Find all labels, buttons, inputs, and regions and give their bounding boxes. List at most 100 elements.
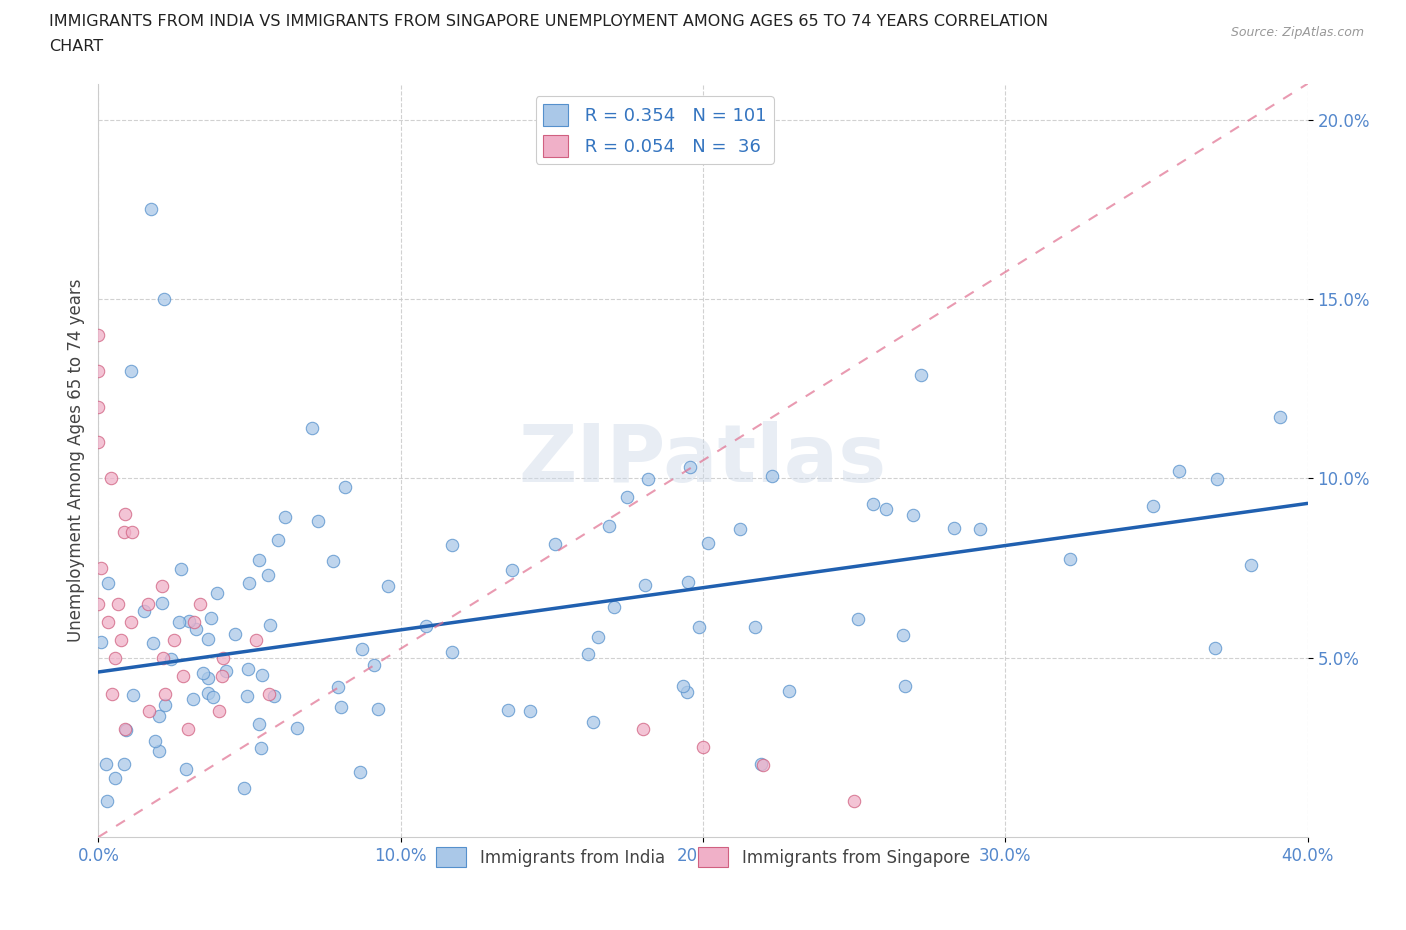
- Point: [943, 521, 966, 536]
- Point: [169, 615, 191, 630]
- Point: [103, 770, 125, 785]
- Point: [122, 687, 145, 702]
- Point: [197, 671, 219, 685]
- Point: [143, 734, 166, 749]
- Point: [208, 704, 231, 719]
- Point: [519, 704, 541, 719]
- Point: [114, 722, 136, 737]
- Point: [148, 743, 170, 758]
- Point: [415, 618, 437, 633]
- Point: [257, 686, 280, 701]
- Point: [250, 741, 273, 756]
- Point: [97, 615, 120, 630]
- Point: [263, 688, 285, 703]
- Text: Source: ZipAtlas.com: Source: ZipAtlas.com: [1230, 26, 1364, 39]
- Point: [188, 596, 211, 611]
- Point: [616, 489, 638, 504]
- Point: [121, 525, 143, 539]
- Point: [367, 701, 389, 716]
- Point: [893, 679, 915, 694]
- Point: [183, 615, 205, 630]
- Point: [582, 715, 605, 730]
- Point: [87, 596, 110, 611]
- Point: [115, 722, 138, 737]
- Point: [197, 631, 219, 646]
- Point: [148, 709, 170, 724]
- Point: [150, 578, 173, 593]
- Point: [153, 698, 176, 712]
- Point: [603, 600, 626, 615]
- Point: [153, 686, 176, 701]
- Point: [205, 585, 228, 600]
- Point: [1268, 410, 1291, 425]
- Y-axis label: Unemployment Among Ages 65 to 74 years: Unemployment Among Ages 65 to 74 years: [66, 279, 84, 642]
- Point: [501, 563, 523, 578]
- Point: [441, 538, 464, 552]
- Point: [1204, 640, 1226, 655]
- Point: [172, 668, 194, 683]
- Point: [214, 664, 236, 679]
- Point: [728, 522, 751, 537]
- Text: ZIPatlas: ZIPatlas: [519, 421, 887, 499]
- Point: [329, 699, 352, 714]
- Point: [676, 575, 699, 590]
- Point: [87, 364, 110, 379]
- Point: [138, 596, 160, 611]
- Point: [441, 645, 464, 660]
- Point: [142, 635, 165, 650]
- Point: [177, 722, 200, 737]
- Point: [576, 646, 599, 661]
- Point: [224, 627, 246, 642]
- Point: [112, 757, 135, 772]
- Point: [496, 702, 519, 717]
- Point: [169, 562, 191, 577]
- Point: [891, 627, 914, 642]
- Point: [631, 722, 654, 737]
- Point: [322, 553, 344, 568]
- Point: [197, 685, 219, 700]
- Point: [586, 630, 609, 644]
- Point: [184, 621, 207, 636]
- Point: [326, 680, 349, 695]
- Point: [211, 650, 233, 665]
- Point: [844, 793, 866, 808]
- Point: [901, 507, 924, 522]
- Point: [778, 684, 800, 698]
- Point: [247, 552, 270, 567]
- Point: [211, 668, 233, 683]
- Point: [692, 740, 714, 755]
- Point: [301, 420, 323, 435]
- Point: [862, 497, 884, 512]
- Point: [350, 642, 373, 657]
- Point: [250, 667, 273, 682]
- Point: [696, 536, 718, 551]
- Point: [544, 536, 567, 551]
- Point: [97, 576, 120, 591]
- Point: [120, 615, 142, 630]
- Point: [96, 756, 118, 771]
- Point: [257, 568, 280, 583]
- Point: [752, 758, 775, 773]
- Point: [141, 202, 163, 217]
- Point: [90, 561, 112, 576]
- Point: [1168, 463, 1191, 478]
- Point: [274, 510, 297, 525]
- Point: [259, 618, 281, 632]
- Point: [114, 507, 136, 522]
- Point: [307, 513, 329, 528]
- Point: [90, 634, 112, 649]
- Point: [179, 614, 201, 629]
- Point: [233, 780, 256, 795]
- Point: [110, 632, 132, 647]
- Point: [333, 480, 356, 495]
- Point: [104, 650, 127, 665]
- Point: [152, 650, 174, 665]
- Point: [846, 611, 869, 626]
- Point: [679, 460, 702, 475]
- Point: [266, 533, 288, 548]
- Point: [676, 684, 699, 699]
- Point: [87, 399, 110, 414]
- Point: [200, 611, 222, 626]
- Point: [134, 604, 156, 618]
- Point: [87, 327, 110, 342]
